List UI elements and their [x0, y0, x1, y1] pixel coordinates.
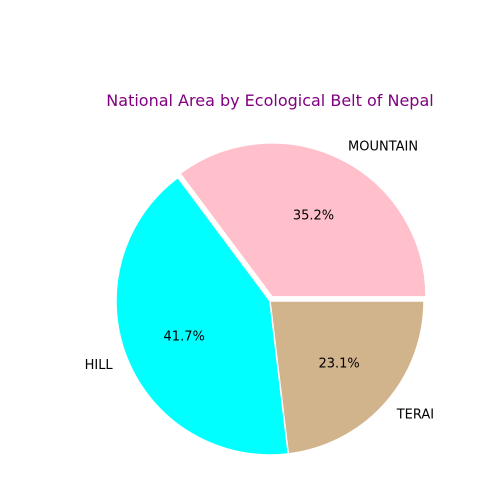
category-label-mountain: MOUNTAIN [348, 139, 418, 154]
pct-label-terai: 23.1% [318, 356, 359, 371]
pie-slice-terai [269, 300, 425, 455]
category-label-hill: HILL [85, 358, 114, 373]
pie-slices [115, 142, 427, 456]
pie-labels: 35.2% MOUNTAIN 41.7% HILL 23.1% TERAI [85, 139, 435, 422]
pct-label-mountain: 35.2% [293, 208, 334, 223]
chart-title: National Area by Ecological Belt of Nepa… [106, 91, 433, 110]
pie-slice-hill [115, 176, 290, 456]
pie-slice-mountain [178, 142, 427, 298]
pct-label-hill: 41.7% [164, 329, 205, 344]
category-label-terai: TERAI [396, 407, 434, 422]
